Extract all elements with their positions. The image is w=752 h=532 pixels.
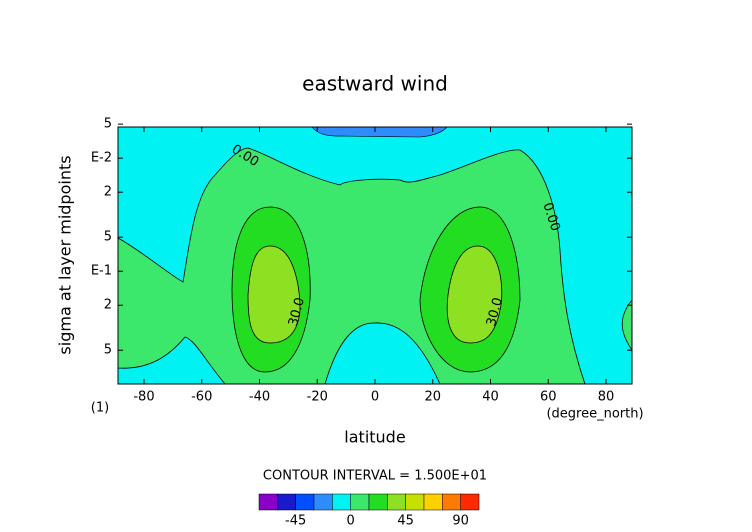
colorbar-tick-label: 90 xyxy=(452,514,469,529)
colorbar-box xyxy=(277,493,296,511)
y-unit: (1) xyxy=(91,401,109,416)
contour-label: 30.0 xyxy=(484,296,506,328)
colorbar-box xyxy=(442,493,461,511)
contour-region xyxy=(446,245,503,344)
x-tick-label: -80 xyxy=(133,390,154,405)
x-tick-label: -60 xyxy=(191,390,212,405)
y-tick-label: 5 xyxy=(104,343,112,358)
x-tick-label: 0 xyxy=(371,390,379,405)
colorbar-box xyxy=(423,493,443,511)
contour-field xyxy=(118,127,632,384)
colorbar-box xyxy=(313,493,333,511)
colorbar-tick-label: -45 xyxy=(285,514,306,529)
contour-interval: CONTOUR INTERVAL = 1.500E+01 xyxy=(263,469,487,484)
x-tick-label: -20 xyxy=(307,390,328,405)
y-tick-label: 5 xyxy=(104,117,112,132)
colorbar-box xyxy=(350,493,370,511)
x-tick-label: 20 xyxy=(424,390,441,405)
colorbar-tick-label: 45 xyxy=(397,514,414,529)
chart-title: eastward wind xyxy=(302,72,448,96)
x-tick-label: 80 xyxy=(598,390,615,405)
y-tick-label: 5 xyxy=(104,230,112,245)
colorbar-box xyxy=(460,493,480,511)
y-tick-label: 2 xyxy=(104,185,112,200)
colorbar-box xyxy=(332,493,351,511)
x-tick-label: 40 xyxy=(482,390,499,405)
colorbar-box xyxy=(387,493,406,511)
contour-label: 30.0 xyxy=(286,296,308,328)
colorbar-tick-label: 0 xyxy=(347,514,355,529)
x-axis-label: latitude xyxy=(344,428,405,447)
colorbar-box xyxy=(368,493,388,511)
contour-region xyxy=(247,245,301,344)
contour-region xyxy=(311,127,448,138)
y-axis-label: sigma at layer midpoints xyxy=(56,155,75,354)
x-tick-label: 60 xyxy=(540,390,557,405)
y-tick-label: 2 xyxy=(104,298,112,313)
colorbar-box xyxy=(295,493,315,511)
colorbar-box xyxy=(258,493,278,511)
y-tick-label: E-2 xyxy=(91,151,112,166)
x-unit: (degree_north) xyxy=(546,407,643,422)
y-tick-label: E-1 xyxy=(91,264,112,279)
x-tick-label: -40 xyxy=(249,390,270,405)
colorbar-box xyxy=(405,493,425,511)
